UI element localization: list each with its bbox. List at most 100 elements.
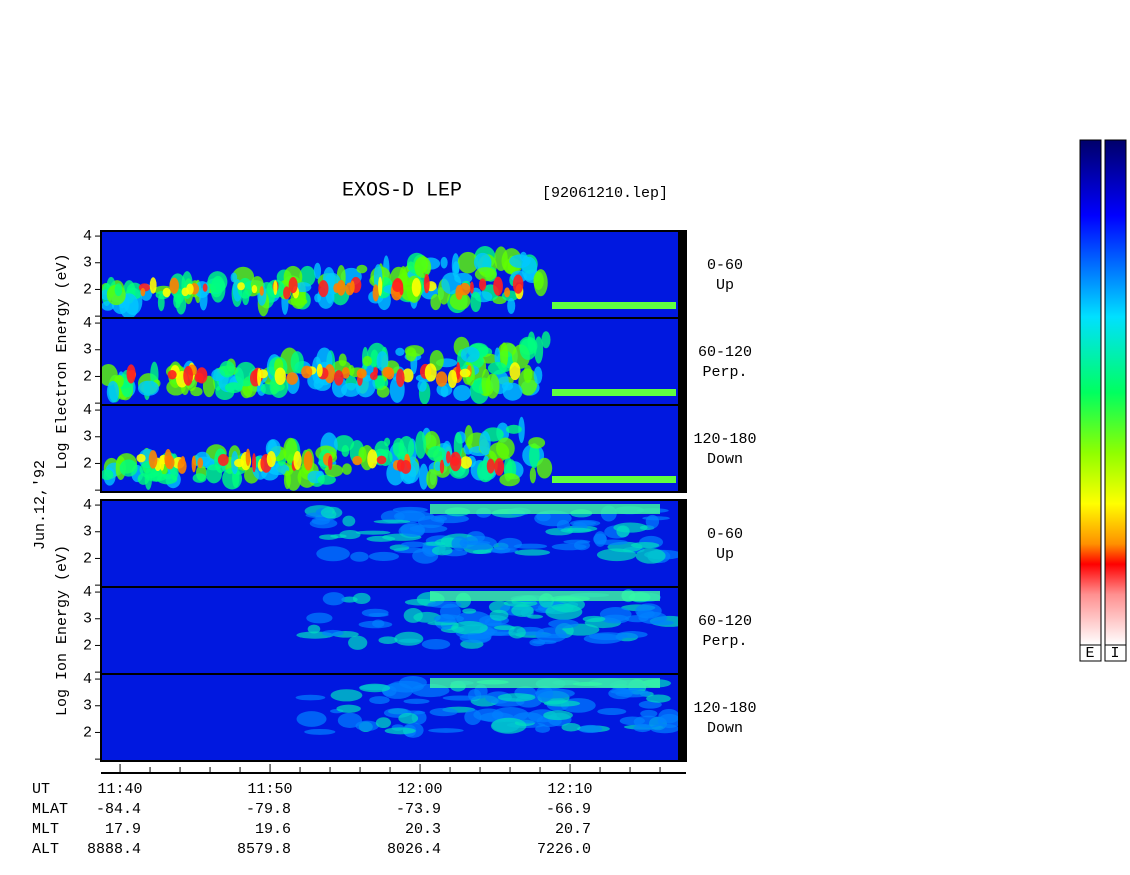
spectrogram-patch	[137, 380, 160, 396]
spectrogram-patch	[527, 614, 544, 619]
spectrogram-patch	[333, 370, 344, 386]
spectrogram-patch	[230, 272, 238, 283]
spectrogram-patch	[140, 288, 146, 297]
spectrogram-patch	[456, 362, 461, 380]
date-label: Jun.12,'92	[32, 460, 49, 550]
spectrogram-patch	[101, 300, 115, 311]
spectrogram-patch	[192, 473, 207, 483]
ephemeris-value: 8888.4	[87, 841, 141, 858]
panel-edge	[678, 405, 686, 492]
spectrogram-patch	[459, 282, 471, 296]
spectrogram-patch	[191, 455, 197, 473]
y-tick-label: 3	[83, 342, 92, 359]
spectrogram-patch	[330, 689, 363, 702]
spectrogram-patch	[307, 624, 321, 634]
y-tick-label: 4	[83, 497, 92, 514]
colorbar-label-box	[1104, 644, 1127, 662]
panel-edge	[678, 674, 686, 761]
spectrogram-patch	[273, 280, 278, 295]
spectrogram-patch	[322, 592, 345, 606]
spectrogram-patch	[358, 620, 393, 629]
spectrogram-patch	[101, 363, 118, 387]
spectrogram-patch	[453, 384, 471, 401]
spectrogram-patch	[403, 608, 423, 623]
spectrogram-patch	[541, 331, 551, 349]
spectrogram	[101, 318, 686, 405]
spectrogram-patch	[481, 368, 491, 396]
ephemeris-value: 20.7	[555, 821, 591, 838]
ephemeris-value: 7226.0	[537, 841, 591, 858]
spectrogram-patch	[183, 366, 193, 386]
spectrogram-patch	[119, 459, 138, 477]
spectrogram-patch	[378, 636, 398, 645]
panel-direction: Perp.	[702, 633, 747, 650]
colorbar-label: I	[1110, 645, 1119, 662]
spectrogram-patch	[528, 437, 546, 449]
spectrogram-patch	[324, 364, 336, 384]
spectrogram-patch	[431, 545, 453, 556]
spectrogram-patch	[536, 457, 553, 479]
spectrogram-patch	[403, 698, 430, 704]
ephemeris-name: UT	[32, 781, 50, 798]
y-tick-label: 3	[83, 429, 92, 446]
spectrogram-patch	[367, 449, 378, 469]
spectrogram-patch	[373, 519, 411, 524]
spectrogram-patch	[487, 361, 507, 375]
spectrogram-patch	[422, 541, 446, 546]
panel-angle: 60-120	[698, 613, 752, 630]
x-tick-label: 12:10	[548, 781, 593, 798]
y-tick-label: 2	[83, 637, 92, 654]
spectrogram-patch	[469, 281, 474, 294]
spectrogram-patch	[382, 366, 393, 378]
spectrogram-patch	[356, 264, 368, 274]
spectrogram-patch	[348, 635, 368, 650]
spectrogram-patch	[470, 291, 482, 313]
spectrogram-patch	[548, 619, 579, 629]
spectrogram-patch	[543, 710, 573, 721]
spectrogram-patch	[473, 252, 492, 272]
spectrogram-patch	[440, 256, 448, 269]
spectrogram-patch	[402, 368, 414, 383]
spectrogram-band	[430, 504, 660, 514]
spectrogram-patch	[320, 506, 343, 519]
spectrogram-patch	[342, 463, 352, 475]
y-tick-label: 4	[83, 402, 92, 419]
spectrogram-patch	[499, 473, 520, 487]
spectrogram-patch	[369, 371, 378, 381]
spectrogram-patch	[635, 603, 662, 619]
spectrogram-patch	[536, 511, 551, 522]
spectrogram-patch	[645, 514, 660, 529]
spectrogram-patch	[545, 603, 583, 620]
colorbar	[1104, 139, 1127, 646]
spectrogram-patch	[599, 607, 632, 622]
spectrogram-patch	[428, 728, 464, 733]
spectrogram-patch	[560, 527, 592, 534]
y-tick-label: 2	[83, 550, 92, 567]
x-tick-label: 11:50	[248, 781, 293, 798]
spectrogram-patch	[375, 717, 392, 729]
spectrogram-patch	[210, 275, 226, 303]
panel-edge	[678, 318, 686, 405]
spectrogram-patch	[337, 712, 362, 729]
spectrogram-patch	[529, 467, 537, 484]
spectrogram-patch	[202, 283, 208, 292]
ephemeris-value: -66.9	[546, 801, 591, 818]
spectrogram-patch	[493, 276, 503, 296]
spectrogram-patch	[394, 631, 424, 646]
spectrogram-patch	[398, 712, 419, 724]
spectrogram-patch	[415, 431, 427, 459]
spectrogram-patch	[359, 683, 391, 693]
spectrogram-patch	[430, 294, 442, 311]
spectrogram-patch	[350, 551, 369, 562]
panel-direction: Down	[707, 720, 743, 737]
spectrogram-patch	[303, 451, 313, 471]
spectrogram-patch	[296, 711, 327, 727]
spectrogram-patch	[196, 367, 208, 384]
spectrogram-band	[552, 476, 676, 483]
spectrogram-patch	[451, 621, 488, 635]
ephemeris-value: 8026.4	[387, 841, 441, 858]
spectrogram-patch	[293, 451, 302, 470]
spectrogram-patch	[652, 620, 674, 626]
spectrogram-patch	[396, 368, 405, 388]
